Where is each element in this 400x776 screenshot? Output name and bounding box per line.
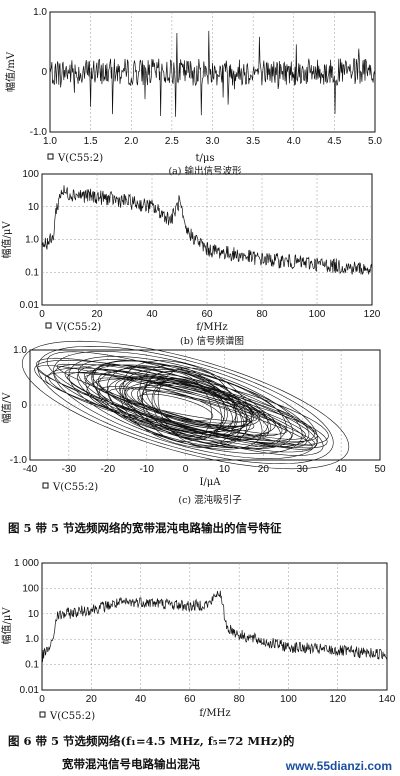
x-tick-label: 3.5 [246, 136, 260, 147]
x-tick-label: 20 [86, 694, 98, 705]
x-tick-label: 0 [39, 694, 45, 705]
chart-d-xlabel: f/MHz [199, 708, 230, 719]
chart-a-ylabel: 幅值/mV [4, 51, 17, 92]
x-tick-label: 80 [256, 309, 268, 320]
y-tick-label: 0 [21, 400, 27, 411]
x-tick-label: 0 [39, 309, 45, 320]
y-tick-label: 1.0 [25, 235, 39, 246]
chart-b-yticks: 100 10 1.0 0.1 0.01 [20, 169, 40, 311]
y-tick-label: 1.0 [25, 634, 39, 645]
watermark: www.55dianzi.com [285, 759, 392, 773]
chart-b-ylabel: 幅值/μV [0, 221, 13, 259]
chart-c: -40 -30 -20 -10 0 10 20 30 40 50 1.0 0 -1.0 幅值/V I/… [0, 340, 386, 506]
chart-b-xticks: 0 20 40 60 80 100 120 [39, 309, 381, 320]
y-tick-label: 1 000 [14, 558, 39, 569]
x-tick-label: 40 [336, 464, 348, 475]
chart-d-xticks: 0 20 40 60 80 100 120 140 [39, 694, 396, 705]
x-tick-label: -40 [23, 464, 38, 475]
chart-c-legend-marker [42, 482, 49, 489]
x-tick-label: 80 [234, 694, 246, 705]
x-tick-label: 4.5 [327, 136, 341, 147]
x-tick-label: 30 [297, 464, 309, 475]
x-tick-label: 120 [364, 309, 381, 320]
chart-d: 0 20 40 60 80 100 120 140 1 000100101.00.10.01 … [0, 558, 396, 722]
chart-c-yticks: 1.0 0 -1.0 [10, 345, 28, 466]
chart-c-ylabel: 幅值/V [0, 392, 13, 423]
x-tick-label: -10 [139, 464, 154, 475]
y-tick-label: 0.01 [20, 300, 40, 311]
y-tick-label: 100 [22, 169, 39, 180]
y-tick-label: -1.0 [30, 127, 48, 138]
chart-a-xlabel: t/μs [195, 153, 214, 164]
chart-a-caption: (a) 输出信号波形 [168, 165, 242, 177]
chart-d-yticks: 1 000 100 10 1.0 0.1 0.01 [14, 558, 39, 696]
chart-b-grid [42, 174, 372, 305]
chart-a-yticks: 1.0 0 -1.0 [30, 7, 48, 138]
chart-a-xticks: 1.0 1.5 2.0 2.5 3.0 3.5 4.0 4.5 5.0 [43, 136, 382, 147]
chart-d-legend-marker [39, 711, 46, 718]
chart-b-xlabel: f/MHz [196, 322, 227, 333]
y-tick-label: 10 [28, 609, 40, 620]
x-tick-label: 60 [201, 309, 213, 320]
chart-d-grid [42, 563, 387, 690]
x-tick-label: 1.0 [43, 136, 57, 147]
x-tick-label: 40 [146, 309, 158, 320]
chart-c-caption: (c) 混沌吸引子 [178, 494, 242, 506]
chart-d-trace [41, 590, 388, 662]
x-tick-label: 3.0 [206, 136, 220, 147]
chart-d-frame [41, 562, 388, 691]
chart-c-xticks: -40 -30 -20 -10 0 10 20 30 40 50 [23, 464, 386, 475]
x-tick-label: 10 [219, 464, 231, 475]
x-tick-label: 1.5 [84, 136, 98, 147]
chart-a-legend-marker [47, 153, 54, 160]
y-tick-label: 0.01 [20, 685, 40, 696]
x-tick-label: 140 [379, 694, 396, 705]
chart-c-trace [21, 340, 350, 470]
chart-b-legend: V(C55:2) [55, 322, 101, 333]
chart-a-grid [50, 12, 375, 132]
x-tick-label: 100 [280, 694, 297, 705]
chart-d-legend: V(C55:2) [49, 711, 95, 722]
chart-a-legend: V(C55:2) [57, 153, 103, 164]
chart-b-legend-marker [45, 322, 52, 329]
x-tick-label: 0 [183, 464, 189, 475]
figure-5-caption: 图 5 带 5 节选频网络的宽带混沌电路输出的信号特征 [8, 521, 282, 535]
chart-b-trace [41, 185, 373, 275]
x-tick-label: 5.0 [368, 136, 382, 147]
y-tick-label: 1.0 [33, 7, 47, 18]
figure-6-caption-line1: 图 6 带 5 节选频网络(f₁=4.5 MHz, f₅=72 MHz)的 [8, 734, 294, 748]
x-tick-label: 2.5 [165, 136, 179, 147]
x-tick-label: 40 [135, 694, 147, 705]
chart-b: 0 20 40 60 80 100 120 100 10 1.0 0.1 0.01 幅值/μV f/… [0, 169, 381, 347]
figure-6-caption-line2: 宽带混沌信号电路输出混沌 [61, 757, 200, 771]
chart-a: 1.0 1.5 2.0 2.5 3.0 3.5 4.0 4.5 5.0 1.0 0 -1.0 幅值/… [4, 7, 382, 177]
x-tick-label: -20 [101, 464, 116, 475]
y-tick-label: 0.1 [25, 267, 39, 278]
chart-d-ylabel: 幅值/μV [0, 607, 13, 645]
chart-a-trace [49, 30, 376, 117]
x-tick-label: -30 [62, 464, 77, 475]
chart-c-xlabel: I/μA [199, 477, 221, 488]
x-tick-label: 60 [184, 694, 196, 705]
x-tick-label: 100 [309, 309, 326, 320]
x-tick-label: 120 [329, 694, 346, 705]
x-tick-label: 2.0 [124, 136, 138, 147]
y-tick-label: 0 [41, 67, 47, 78]
x-tick-label: 4.0 [287, 136, 301, 147]
chart-c-legend: V(C55:2) [52, 482, 98, 493]
y-tick-label: 100 [22, 583, 39, 594]
y-tick-label: 1.0 [13, 345, 27, 356]
x-tick-label: 20 [91, 309, 103, 320]
y-tick-label: 10 [28, 202, 40, 213]
x-tick-label: 50 [374, 464, 386, 475]
y-tick-label: -1.0 [10, 455, 28, 466]
chart-b-caption: (b) 信号频谱图 [180, 335, 244, 347]
y-tick-label: 0.1 [25, 660, 39, 671]
x-tick-label: 20 [258, 464, 270, 475]
